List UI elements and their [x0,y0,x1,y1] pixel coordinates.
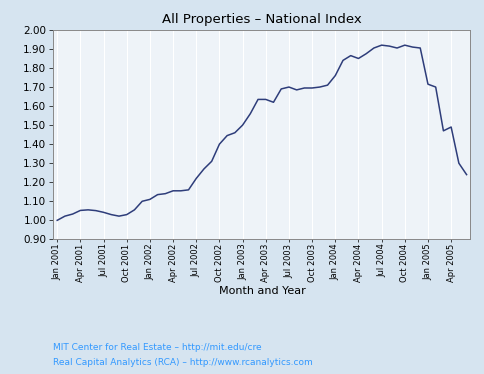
Title: All Properties – National Index: All Properties – National Index [162,13,361,26]
Text: MIT Center for Real Estate – http://mit.edu/cre: MIT Center for Real Estate – http://mit.… [53,343,261,352]
X-axis label: Month and Year: Month and Year [218,286,304,296]
Text: Real Capital Analytics (RCA) – http://www.rcanalytics.com: Real Capital Analytics (RCA) – http://ww… [53,358,313,367]
